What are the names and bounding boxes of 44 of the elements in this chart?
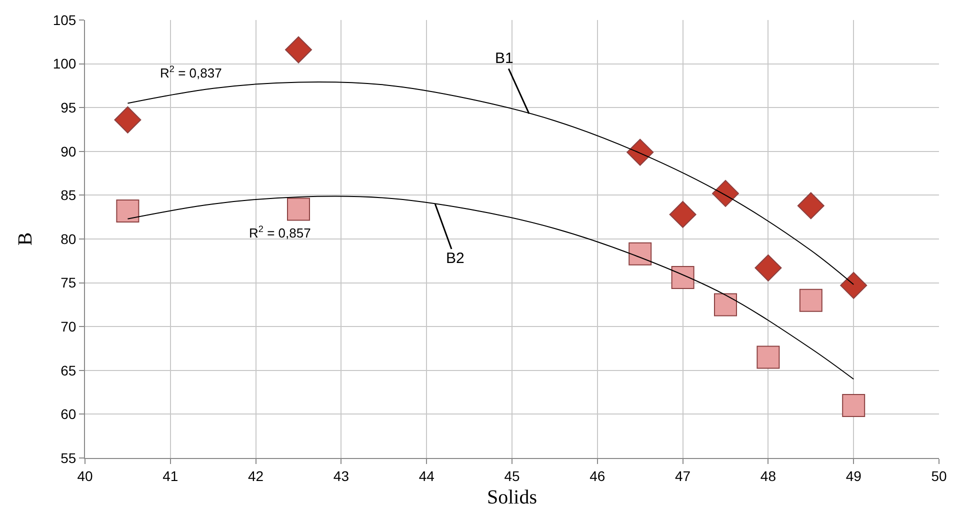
y-tick-label: 100 <box>52 56 76 72</box>
point <box>669 200 696 228</box>
y-tick-label: 95 <box>60 100 76 116</box>
y-tick-label: 80 <box>60 230 76 247</box>
point <box>626 138 654 166</box>
x-tick-label: 50 <box>931 468 947 484</box>
y-tick-label: 65 <box>60 362 76 378</box>
x-tick-label: 40 <box>77 468 93 484</box>
point <box>628 242 652 266</box>
y-axis-title: B <box>14 232 36 246</box>
annotation: R$^{2}$ = 0,857 <box>249 224 311 240</box>
y-tick-label: 55 <box>60 450 76 466</box>
x-tick-label: 41 <box>162 468 178 484</box>
x-tick-label: 42 <box>248 468 264 484</box>
point <box>840 272 868 299</box>
y-tick-label: 105 <box>52 12 76 28</box>
x-tick-label: 43 <box>333 468 350 484</box>
annotation: B2 <box>446 250 464 267</box>
y-tick-label: 60 <box>60 406 76 422</box>
x-tick-label: 49 <box>846 468 862 484</box>
point <box>714 293 737 316</box>
x-tick-label: 45 <box>504 468 520 484</box>
y-tick-label: 90 <box>60 143 76 160</box>
x-tick-label: 48 <box>760 468 776 484</box>
point <box>287 198 310 221</box>
point <box>756 346 780 369</box>
y-tick-label: 70 <box>60 318 76 334</box>
y-tick-label: 85 <box>60 187 76 204</box>
point <box>797 192 824 220</box>
point <box>712 180 739 207</box>
point <box>285 36 312 64</box>
point <box>116 199 140 222</box>
x-tick-label: 46 <box>590 468 606 484</box>
annotation: B1 <box>495 50 514 67</box>
point <box>754 254 782 282</box>
point <box>799 288 822 312</box>
x-tick-label: 44 <box>418 468 435 484</box>
point <box>114 106 142 134</box>
x-axis-title: Solids <box>486 486 538 508</box>
annotation: R$^{2}$ = 0,837 <box>160 64 222 80</box>
point <box>842 394 866 417</box>
y-tick-label: 75 <box>60 274 76 291</box>
x-tick-label: 47 <box>675 468 691 484</box>
point <box>671 266 694 290</box>
